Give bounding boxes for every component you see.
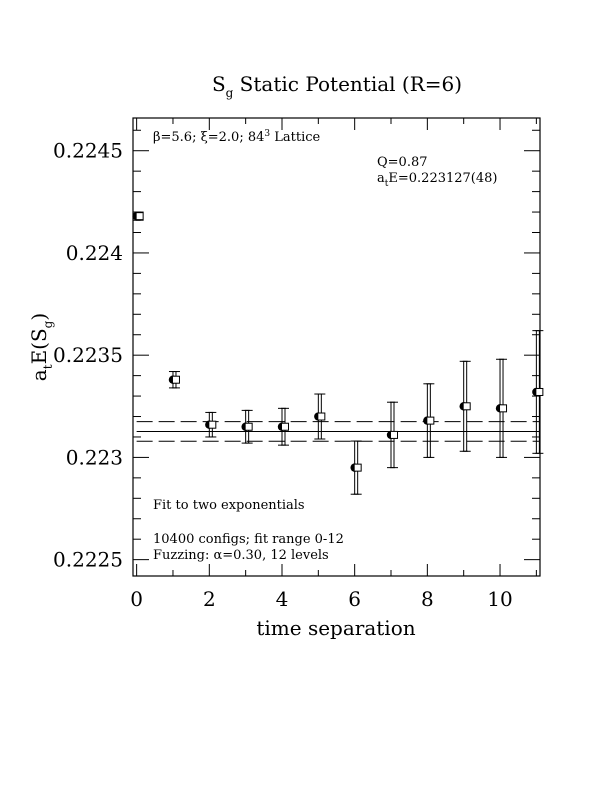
- x-tick-label: 6: [348, 587, 361, 611]
- x-tick-label: 4: [276, 587, 289, 611]
- annotation-energy-post: E=0.223127(48): [388, 171, 497, 186]
- y-tick-label: 0.223: [66, 445, 123, 469]
- data-point-square: [280, 422, 289, 431]
- data-point-square: [317, 412, 326, 421]
- data-point-square: [171, 375, 180, 384]
- data-point-square: [390, 430, 399, 439]
- data-point-square: [244, 422, 253, 431]
- y-axis-label: atE(Sg): [27, 313, 55, 381]
- y-axis-label-sub-t: t: [41, 364, 55, 369]
- y-axis-ticks: [133, 129, 540, 561]
- chart-title-sub: g: [226, 86, 234, 100]
- chart-title: Sg Static Potential (R=6): [212, 72, 462, 100]
- y-axis-label-sub-g: g: [41, 320, 55, 328]
- x-tick-label: 0: [130, 587, 143, 611]
- data-point-square: [426, 416, 435, 425]
- annotation-configs: 10400 configs; fit range 0-12: [153, 532, 344, 547]
- data-point-square: [535, 387, 544, 396]
- annotation-lattice-post: Lattice: [270, 130, 320, 145]
- y-tick-label: 0.224: [66, 241, 123, 265]
- data-point-square: [499, 404, 508, 413]
- fit-band: [136, 421, 540, 442]
- annotation-energy-pre: a: [377, 171, 385, 186]
- annotation-lattice-pre: β=5.6; ξ=2.0; 84: [153, 130, 264, 145]
- chart-title-main: S: [212, 72, 226, 96]
- annotation-lattice: β=5.6; ξ=2.0; 843 Lattice: [153, 129, 321, 145]
- annotation-fuzzing: Fuzzing: α=0.30, 12 levels: [153, 548, 329, 563]
- y-axis-label-end: ): [27, 313, 51, 321]
- data-point-square: [353, 463, 362, 472]
- y-tick-label: 0.2235: [53, 343, 123, 367]
- annotation-q: Q=0.87: [377, 155, 428, 170]
- data-point-square: [462, 402, 471, 411]
- x-tick-label: 8: [421, 587, 434, 611]
- y-tick-label: 0.2225: [53, 548, 123, 572]
- y-tick-label: 0.2245: [53, 139, 123, 163]
- x-axis-ticks: [136, 118, 537, 576]
- y-axis-label-main: a: [27, 369, 51, 381]
- annotation-energy-sub: t: [385, 179, 389, 189]
- y-axis-label-mid: E(S: [27, 328, 51, 364]
- plot-frame: [132, 117, 541, 577]
- x-axis-tick-labels: 0 2 4 6 8 10: [130, 587, 512, 611]
- x-tick-label: 10: [487, 587, 512, 611]
- annotation-fit: Fit to two exponentials: [153, 498, 305, 513]
- x-axis-label: time separation: [256, 616, 415, 640]
- annotation-lattice-sup: 3: [264, 129, 270, 139]
- chart-title-rest: Static Potential (R=6): [233, 72, 462, 96]
- annotation-energy: atE=0.223127(48): [377, 171, 498, 189]
- data-point-square: [135, 212, 144, 221]
- data-point-square: [208, 420, 217, 429]
- y-axis-tick-labels: 0.2225 0.223 0.2235 0.224 0.2245: [53, 139, 123, 572]
- x-tick-label: 2: [203, 587, 216, 611]
- data-points: [132, 211, 544, 495]
